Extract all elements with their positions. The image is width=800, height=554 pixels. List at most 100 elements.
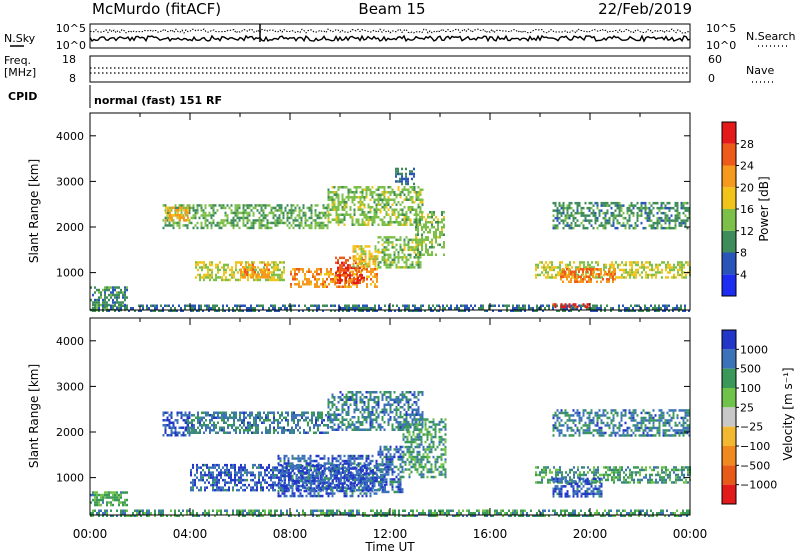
data-cell [682, 309, 684, 312]
data-cell [399, 213, 402, 216]
data-cell [290, 283, 292, 286]
data-cell [245, 426, 247, 429]
data-cell [345, 213, 348, 216]
data-cell [430, 509, 432, 512]
data-cell [327, 221, 330, 224]
data-cell [407, 391, 410, 394]
data-cell [385, 403, 388, 406]
data-cell [361, 221, 364, 224]
data-cell [341, 264, 343, 267]
data-cell [383, 191, 386, 194]
data-cell [372, 270, 374, 273]
data-cell [156, 307, 158, 310]
data-cell [204, 214, 207, 217]
data-cell [419, 223, 421, 226]
data-cell [602, 216, 605, 220]
data-cell [610, 214, 613, 217]
data-cell [676, 204, 679, 207]
data-cell [162, 219, 165, 222]
data-cell [586, 206, 589, 210]
data-cell [302, 270, 304, 273]
data-cell [188, 211, 191, 215]
data-cell [351, 218, 354, 221]
data-cell [532, 309, 534, 312]
data-cell [342, 307, 344, 310]
data-cell [124, 298, 126, 302]
data-cell [269, 426, 271, 429]
data-cell [223, 266, 225, 269]
data-cell [679, 266, 681, 269]
data-cell [407, 403, 410, 406]
data-cell [603, 263, 605, 267]
data-cell [298, 216, 301, 220]
data-cell [391, 423, 394, 426]
data-cell [363, 411, 366, 414]
data-cell [389, 206, 392, 209]
data-cell [202, 216, 205, 220]
data-cell [198, 216, 201, 220]
data-cell [674, 224, 677, 227]
data-cell [234, 481, 236, 484]
data-cell [327, 418, 330, 421]
data-cell [632, 204, 635, 207]
data-cell [315, 431, 317, 434]
data-cell [112, 491, 114, 494]
data-cell [182, 426, 185, 429]
data-cell [464, 307, 466, 310]
data-cell [327, 424, 329, 427]
data-cell [377, 263, 380, 267]
data-cell [353, 191, 356, 194]
data-cell [635, 273, 637, 277]
data-cell [574, 514, 576, 517]
data-cell [358, 247, 361, 251]
data-cell [295, 426, 297, 429]
data-cell [553, 266, 555, 269]
data-cell [278, 307, 280, 310]
data-cell [345, 201, 348, 204]
data-cell [258, 514, 260, 517]
data-cell [257, 266, 259, 269]
data-cell [293, 414, 295, 417]
data-cell [112, 288, 114, 292]
data-cell [351, 223, 354, 226]
data-cell [241, 261, 243, 264]
data-cell [683, 266, 685, 269]
data-cell [421, 253, 423, 256]
data-cell [562, 273, 564, 276]
data-cell [405, 258, 408, 262]
data-cell [339, 213, 342, 216]
data-cell [676, 209, 679, 212]
data-cell [383, 253, 386, 257]
data-cell [268, 273, 270, 276]
data-cell [387, 263, 390, 267]
data-cell [258, 273, 260, 276]
data-cell [374, 514, 376, 517]
data-cell [250, 268, 252, 271]
data-cell [574, 270, 576, 273]
data-cell [211, 414, 213, 417]
data-cell [242, 266, 244, 269]
data-cell [399, 413, 402, 416]
data-cell [339, 421, 342, 424]
data-cell [234, 473, 236, 477]
freq-panel: Freq. [MHz] 18 8 60 0 Nave [4, 53, 776, 85]
data-cell [355, 403, 358, 406]
data-cell [586, 268, 588, 271]
data-cell [212, 483, 214, 487]
data-cell [576, 268, 578, 271]
data-cell [194, 478, 196, 482]
data-cell [480, 307, 482, 310]
data-cell [411, 261, 414, 264]
data-cell [393, 193, 396, 196]
data-cell [98, 501, 100, 504]
data-cell [96, 288, 98, 292]
data-cell [122, 491, 124, 494]
data-cell [266, 214, 269, 217]
data-cell [335, 408, 338, 411]
data-cell [371, 411, 374, 414]
data-cell [651, 268, 653, 272]
data-cell [351, 398, 354, 401]
data-cell [682, 204, 685, 207]
data-cell [277, 419, 279, 422]
data-cell [415, 256, 418, 259]
